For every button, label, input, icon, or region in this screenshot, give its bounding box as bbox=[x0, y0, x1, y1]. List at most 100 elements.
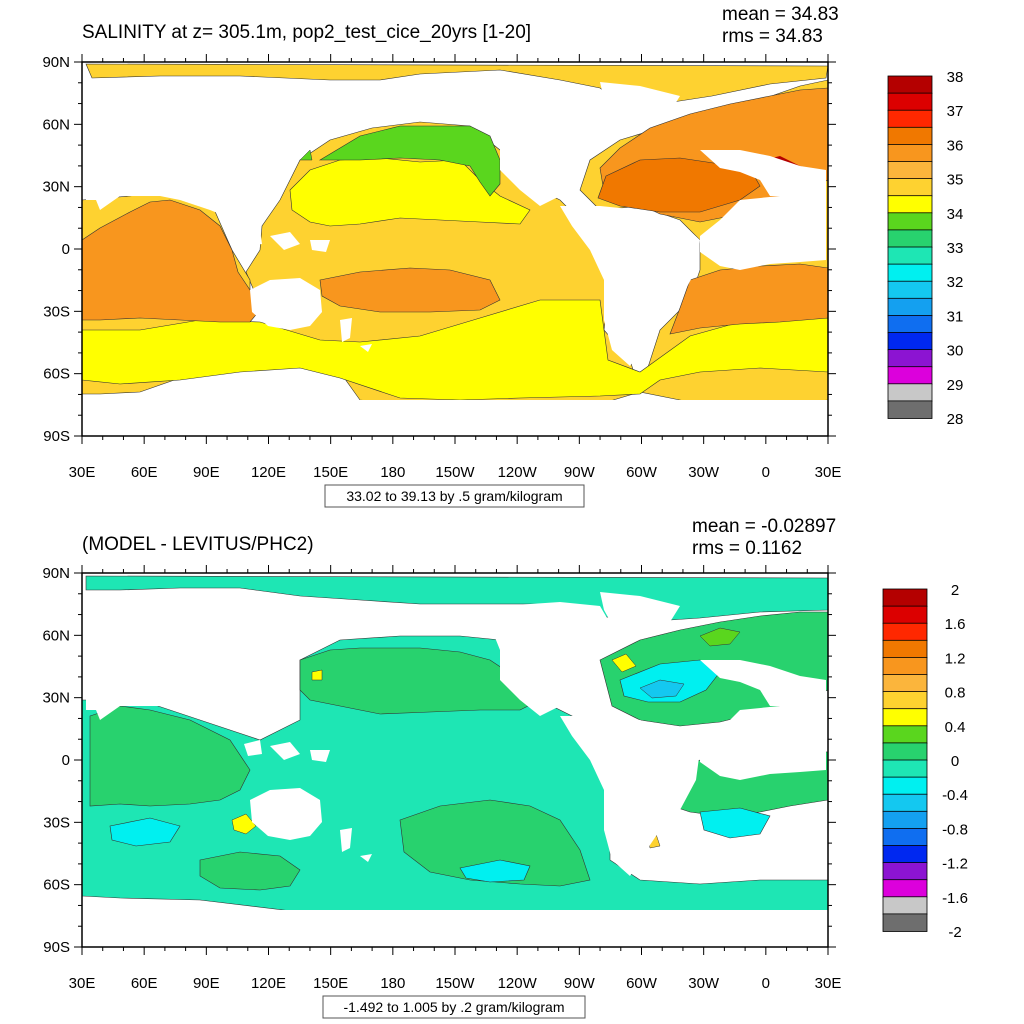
panel-1-contour-info-box bbox=[324, 484, 585, 508]
y-tick-label: 90N bbox=[42, 54, 70, 71]
colorbar-label: 37 bbox=[947, 103, 964, 120]
x-tick-label: 120E bbox=[251, 464, 286, 481]
colorbar-swatch bbox=[882, 896, 928, 915]
colorbar-swatch bbox=[887, 92, 933, 112]
panel-1-y-tick-labels: 90N 60N 30N 0 30S 60S 90S bbox=[42, 54, 70, 445]
colorbar-swatch bbox=[882, 691, 928, 710]
x-tick-label: 180 bbox=[380, 464, 405, 481]
colorbar-label: -0.4 bbox=[942, 787, 968, 804]
difference-indian-green bbox=[89, 705, 251, 807]
difference-labrador-pos bbox=[699, 627, 741, 647]
colorbar-swatch bbox=[887, 314, 933, 334]
panel-1-x-tick-labels: 30E 60E 90E 120E 150E 180 150W 120W 90W 60W 30W 0 30… bbox=[69, 464, 842, 481]
colorbar-swatch bbox=[887, 75, 933, 95]
colorbar-label: 2 bbox=[951, 582, 959, 599]
x-tick-label: 90E bbox=[193, 975, 220, 992]
x-tick-label: 30W bbox=[688, 975, 720, 992]
colorbar-swatch bbox=[882, 828, 928, 847]
salinity-north-atlantic-max bbox=[597, 157, 761, 213]
panel-1-contour-info: 33.02 to 39.13 by .5 gram/kilogram bbox=[346, 488, 562, 504]
y-tick-label: 30S bbox=[43, 303, 70, 320]
panel-2-contour-info-box bbox=[322, 995, 586, 1019]
colorbar-swatch bbox=[882, 810, 928, 830]
y-tick-label: 90N bbox=[42, 565, 70, 582]
difference-leeuwin-pos bbox=[231, 813, 257, 835]
panel-2-y-tick-labels: 90N 60N 30N 0 30S 60S 90S bbox=[42, 565, 70, 956]
colorbar-swatch bbox=[882, 793, 928, 813]
colorbar-swatch bbox=[887, 366, 933, 385]
colorbar-swatch bbox=[887, 332, 933, 351]
difference-south-pacific-green bbox=[399, 799, 591, 887]
panel-2-map bbox=[74, 565, 836, 955]
colorbar-swatch bbox=[887, 195, 933, 214]
colorbar-swatch bbox=[882, 862, 928, 881]
panel-2-colorbar: 2 1.6 1.2 0.8 0.4 0 -0.4 -0.8 -1.2 -1.6 -2 bbox=[882, 582, 968, 941]
x-tick-label: 30E bbox=[815, 975, 842, 992]
difference-north-atlantic-pos bbox=[611, 653, 637, 673]
colorbar-swatch bbox=[887, 280, 933, 300]
x-tick-label: 30E bbox=[815, 464, 842, 481]
x-tick-label: 150E bbox=[313, 464, 348, 481]
colorbar-swatch bbox=[882, 708, 928, 727]
colorbar-swatch bbox=[882, 674, 928, 693]
colorbar-swatch bbox=[882, 845, 928, 864]
panel-difference: (MODEL - LEVITUS/PHC2) mean = -0.02897 r… bbox=[42, 516, 968, 1019]
y-tick-label: 60N bbox=[42, 116, 70, 133]
colorbar-swatch bbox=[887, 383, 933, 402]
panel-1-colorbar: 38 37 36 35 34 33 32 31 30 29 28 bbox=[887, 69, 964, 428]
y-tick-label: 0 bbox=[62, 241, 70, 258]
colorbar-swatch bbox=[887, 297, 933, 317]
y-tick-label: 60S bbox=[43, 877, 70, 894]
x-tick-label: 0 bbox=[762, 975, 770, 992]
x-tick-label: 150W bbox=[435, 975, 475, 992]
y-tick-label: 60N bbox=[42, 627, 70, 644]
panel-2-ticks bbox=[74, 565, 836, 955]
panel-2-islands bbox=[244, 740, 372, 862]
colorbar-swatch bbox=[882, 879, 928, 898]
x-tick-label: 30E bbox=[69, 975, 96, 992]
y-tick-label: 0 bbox=[62, 752, 70, 769]
salinity-subarctic-pacific bbox=[318, 125, 501, 197]
colorbar-label: 35 bbox=[947, 172, 964, 189]
difference-strong-neg bbox=[639, 679, 685, 699]
panel-1-title: SALINITY at z= 305.1m, pop2_test_cice_20… bbox=[82, 22, 531, 43]
colorbar-swatch bbox=[882, 657, 928, 676]
panel-2-title: (MODEL - LEVITUS/PHC2) bbox=[82, 534, 314, 555]
panel-2-contour-info: -1.492 to 1.005 by .2 gram/kilogram bbox=[343, 999, 564, 1015]
colorbar-swatch bbox=[887, 109, 933, 129]
x-tick-label: 60W bbox=[626, 975, 658, 992]
x-tick-label: 150W bbox=[435, 464, 475, 481]
colorbar-swatch bbox=[887, 349, 933, 368]
colorbar-label: 0.8 bbox=[945, 685, 966, 702]
difference-kuroshio-pos bbox=[311, 669, 323, 681]
panel-2-mean: mean = -0.02897 bbox=[692, 516, 836, 537]
colorbar-label: 28 bbox=[947, 411, 964, 428]
colorbar-swatch bbox=[887, 161, 933, 180]
difference-south-atlantic-neg bbox=[699, 807, 771, 839]
colorbar-label: 0.4 bbox=[945, 719, 966, 736]
x-tick-label: 60W bbox=[626, 464, 658, 481]
x-tick-label: 60E bbox=[131, 464, 158, 481]
colorbar-swatch bbox=[887, 126, 933, 146]
y-tick-label: 60S bbox=[43, 366, 70, 383]
y-tick-label: 30S bbox=[43, 814, 70, 831]
x-tick-label: 30E bbox=[69, 464, 96, 481]
colorbar-swatch bbox=[887, 263, 933, 283]
colorbar-swatch bbox=[887, 143, 933, 163]
x-tick-label: 150E bbox=[313, 975, 348, 992]
y-tick-label: 30N bbox=[42, 179, 70, 196]
colorbar-label: 32 bbox=[947, 274, 964, 291]
y-tick-label: 90S bbox=[43, 428, 70, 445]
x-tick-label: 30W bbox=[688, 464, 720, 481]
colorbar-swatch bbox=[882, 605, 928, 625]
panel-1-map bbox=[74, 54, 836, 444]
colorbar-label: 30 bbox=[947, 343, 964, 360]
x-tick-label: 120E bbox=[251, 975, 286, 992]
colorbar-swatch bbox=[887, 246, 933, 266]
x-tick-label: 90W bbox=[564, 975, 596, 992]
x-tick-label: 90W bbox=[564, 464, 596, 481]
x-tick-label: 90E bbox=[193, 464, 220, 481]
colorbar-swatch bbox=[887, 212, 933, 231]
panel-2-rms: rms = 0.1162 bbox=[692, 538, 802, 559]
